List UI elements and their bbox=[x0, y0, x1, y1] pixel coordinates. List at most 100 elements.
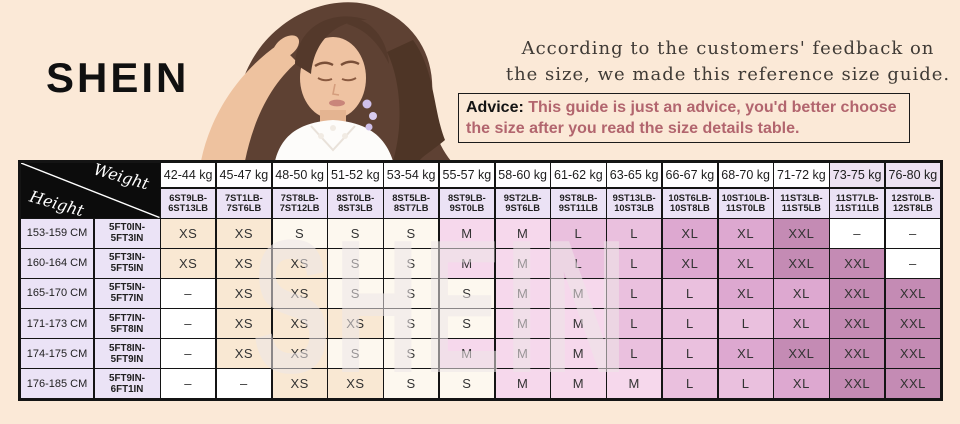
size-table: Weight Height 42-44 kg 45-47 kg 48-50 kg 51… bbox=[18, 160, 943, 402]
size-cell: – bbox=[161, 339, 216, 368]
size-cell: – bbox=[885, 219, 940, 248]
height-ftin-cell: 5FT5IN- 5FT7IN bbox=[94, 279, 160, 308]
shein-logo: SHEIN bbox=[46, 54, 190, 101]
size-cell: L bbox=[662, 309, 717, 338]
weight-lb-header: 9ST8LB- 9ST11LB bbox=[551, 188, 606, 218]
size-cell: XXL bbox=[830, 369, 885, 399]
height-cm-cell: 176-185 CM bbox=[21, 369, 93, 399]
size-cell: – bbox=[161, 369, 216, 399]
size-cell: XL bbox=[718, 339, 773, 368]
size-cell: S bbox=[328, 279, 383, 308]
size-cell: S bbox=[272, 219, 327, 248]
size-cell: L bbox=[607, 249, 662, 278]
size-cell: XS bbox=[328, 309, 383, 338]
size-cell: M bbox=[495, 369, 550, 399]
size-cell: XL bbox=[662, 219, 717, 248]
weight-lb-header: 8ST9LB- 9ST0LB bbox=[439, 188, 494, 218]
height-cm-cell: 174-175 CM bbox=[21, 339, 93, 368]
advice-box: Advice: This guide is just an advice, yo… bbox=[458, 93, 910, 143]
size-cell: S bbox=[328, 249, 383, 278]
size-cell: M bbox=[439, 249, 494, 278]
height-ftin-cell: 5FT3IN- 5FT5IN bbox=[94, 249, 160, 278]
weight-kg-header: 76-80 kg bbox=[885, 163, 940, 187]
size-cell: – bbox=[161, 309, 216, 338]
model-photo bbox=[201, 2, 451, 161]
size-cell: XS bbox=[216, 219, 271, 248]
size-cell: S bbox=[439, 309, 494, 338]
weight-kg-header: 45-47 kg bbox=[216, 163, 271, 187]
height-ftin-cell: 5FT7IN- 5FT8IN bbox=[94, 309, 160, 338]
size-cell: XXL bbox=[885, 309, 940, 338]
height-cm-cell: 165-170 CM bbox=[21, 279, 93, 308]
weight-lb-header: 9ST13LB- 10ST3LB bbox=[607, 188, 662, 218]
height-cm-cell: 153-159 CM bbox=[21, 219, 93, 248]
size-cell: M bbox=[495, 219, 550, 248]
size-cell: XS bbox=[328, 369, 383, 399]
weight-kg-header: 73-75 kg bbox=[830, 163, 885, 187]
weight-kg-header: 58-60 kg bbox=[495, 163, 550, 187]
corner-header-cell: Weight Height bbox=[21, 160, 160, 220]
height-ftin-cell: 5FT9IN- 6FT1IN bbox=[94, 369, 160, 399]
size-cell: XS bbox=[216, 339, 271, 368]
size-cell: XS bbox=[272, 309, 327, 338]
size-cell: XL bbox=[718, 219, 773, 248]
size-cell: S bbox=[384, 279, 439, 308]
tagline-line1: According to the customers' feedback on bbox=[521, 38, 935, 59]
diagonal-divider bbox=[21, 163, 160, 218]
size-cell: XXL bbox=[774, 249, 829, 278]
tagline-text: According to the customers' feedback on … bbox=[498, 36, 958, 88]
size-cell: S bbox=[439, 279, 494, 308]
size-cell: XXL bbox=[885, 369, 940, 399]
size-cell: XS bbox=[272, 339, 327, 368]
size-cell: S bbox=[384, 309, 439, 338]
weight-kg-header: 66-67 kg bbox=[662, 163, 717, 187]
size-cell: – bbox=[216, 369, 271, 399]
size-cell: XXL bbox=[774, 219, 829, 248]
size-cell: M bbox=[551, 339, 606, 368]
size-cell: S bbox=[384, 369, 439, 399]
advice-label: Advice: bbox=[466, 99, 524, 116]
weight-kg-header: 68-70 kg bbox=[718, 163, 773, 187]
size-cell: XXL bbox=[830, 279, 885, 308]
height-ftin-cell: 5FT0IN- 5FT3IN bbox=[94, 219, 160, 248]
weight-kg-header: 63-65 kg bbox=[607, 163, 662, 187]
size-cell: L bbox=[718, 309, 773, 338]
weight-kg-header: 71-72 kg bbox=[774, 163, 829, 187]
size-cell: L bbox=[662, 339, 717, 368]
size-cell: – bbox=[161, 279, 216, 308]
weight-lb-header: 8ST0LB- 8ST3LB bbox=[328, 188, 383, 218]
weight-lb-header: 6ST9LB- 6ST13LB bbox=[161, 188, 216, 218]
size-cell: XL bbox=[718, 249, 773, 278]
size-cell: XXL bbox=[830, 249, 885, 278]
weight-lb-header: 8ST5LB- 8ST7LB bbox=[384, 188, 439, 218]
size-cell: S bbox=[328, 219, 383, 248]
weight-lb-header: 7ST1LB- 7ST6LB bbox=[216, 188, 271, 218]
weight-lb-header: 12ST0LB- 12ST8LB bbox=[885, 188, 940, 218]
size-cell: L bbox=[607, 279, 662, 308]
size-cell: L bbox=[607, 219, 662, 248]
weight-kg-header: 48-50 kg bbox=[272, 163, 327, 187]
size-cell: XXL bbox=[885, 279, 940, 308]
size-cell: XXL bbox=[774, 339, 829, 368]
size-cell: M bbox=[551, 309, 606, 338]
size-cell: XS bbox=[216, 279, 271, 308]
height-ftin-cell: 5FT8IN- 5FT9IN bbox=[94, 339, 160, 368]
weight-lb-header: 11ST3LB- 11ST5LB bbox=[774, 188, 829, 218]
size-cell: XL bbox=[662, 249, 717, 278]
size-cell: M bbox=[495, 339, 550, 368]
size-cell: S bbox=[384, 339, 439, 368]
weight-lb-header: 11ST7LB- 11ST11LB bbox=[830, 188, 885, 218]
size-cell: M bbox=[495, 249, 550, 278]
size-cell: XXL bbox=[830, 309, 885, 338]
weight-kg-header: 42-44 kg bbox=[161, 163, 216, 187]
height-cm-cell: 171-173 CM bbox=[21, 309, 93, 338]
weight-lb-header: 9ST2LB- 9ST6LB bbox=[495, 188, 550, 218]
size-cell: M bbox=[439, 219, 494, 248]
weight-lb-header: 10ST10LB- 11ST0LB bbox=[718, 188, 773, 218]
size-cell: M bbox=[551, 279, 606, 308]
weight-lb-header: 7ST8LB- 7ST12LB bbox=[272, 188, 327, 218]
size-cell: XS bbox=[216, 309, 271, 338]
size-cell: L bbox=[607, 309, 662, 338]
size-cell: M bbox=[495, 279, 550, 308]
size-cell: M bbox=[551, 369, 606, 399]
